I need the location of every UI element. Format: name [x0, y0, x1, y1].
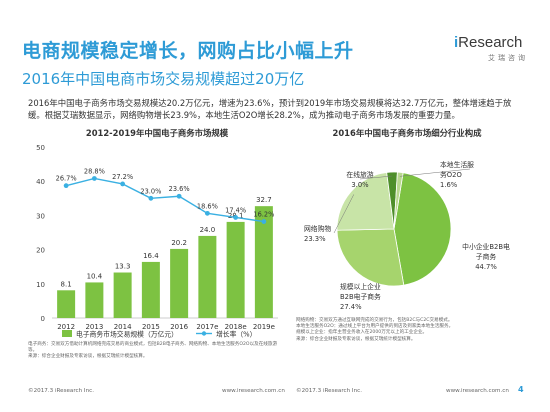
note-line: 规模以上企业：指年主营业务收入在2000万元以上的工业企业。 — [296, 330, 428, 336]
bar-2013 — [85, 282, 104, 318]
pie-value-label: 23.3% — [304, 235, 326, 243]
logo-subtitle: 艾瑞咨询 — [488, 54, 528, 62]
bar-2019e — [254, 206, 273, 318]
growth-rate-label: 23.0% — [140, 187, 161, 195]
y-tick-label: 40 — [36, 178, 45, 186]
logo-wordmark: iResearch — [454, 34, 522, 51]
legend-bar-label: 电子商务市场交易规模（万亿元） — [76, 330, 178, 339]
pie-slice-2 — [336, 172, 395, 231]
pie-slice-label: 本地生活服 — [440, 160, 474, 169]
y-tick-label: 20 — [36, 247, 45, 255]
bar-2018e — [226, 221, 245, 318]
segment-share-chart-panel: 2016年中国电子商务市场细分行业构成 中小企业B2B电 子商务 44.7% 规模以上… — [290, 127, 524, 344]
notes-right: 网络购物：交易双方通过互联网完成的交易行为，包括B2C与C2C交易模式。 本地生… — [296, 318, 522, 343]
source-line: 来源：综合企业财报及专家访谈，根据艾瑞统计模型核算。 — [28, 354, 148, 360]
intro-paragraph: 2016年中国电子商务市场交易规模达20.2万亿元，增速为23.6%，预计到20… — [28, 98, 512, 120]
x-tick-label: 2015 — [142, 323, 160, 331]
bar-value-label: 8.1 — [61, 280, 72, 288]
growth-rate-label: 23.6% — [169, 185, 190, 193]
logo-i: i — [454, 34, 459, 51]
pie-slice-1 — [336, 228, 405, 287]
bar-value-label: 24.0 — [200, 226, 216, 234]
bar-value-label: 16.4 — [143, 252, 159, 260]
legend-line-label: 增长率（%） — [216, 330, 256, 339]
pie-value-label: 44.7% — [475, 263, 497, 271]
pie-chart-title: 2016年中国电子商务市场细分行业构成 — [332, 128, 482, 138]
bar-line-chart: 0 10 20 30 40 50 8.1 2012 10.4 2013 13.3 2014 16.4 20… — [36, 144, 278, 339]
pie-slice-label: 在线旅游 — [346, 170, 373, 179]
bar-value-label: 10.4 — [87, 272, 103, 280]
pie-slice-4 — [393, 171, 404, 230]
pie-slice-label: 网络购物 — [304, 224, 331, 233]
growth-rate-point — [91, 176, 97, 181]
growth-rate-line — [65, 177, 264, 223]
bar-2014 — [113, 272, 132, 318]
legend-bar-swatch — [62, 330, 72, 337]
x-tick-label: 2018e — [225, 323, 247, 331]
growth-rate-point — [120, 181, 126, 187]
growth-rate-label: 28.8% — [84, 167, 105, 175]
pie-slice-label: 中小企业B2B电 — [462, 242, 510, 251]
x-tick-label: 2014 — [114, 323, 132, 331]
x-tick-label: 2013 — [85, 323, 103, 331]
footer-copyright-left: ©2017.3 iResearch Inc. — [28, 388, 94, 394]
note-line: 电子商务：交易双方借助计算机网络完成交易的商业模式，包括B2B电子商务、网络购物… — [28, 342, 278, 354]
bar-2015 — [141, 261, 160, 318]
y-tick-label: 10 — [36, 281, 45, 289]
growth-rate-point — [233, 215, 239, 220]
footer-site-right[interactable]: www.iresearch.com.cn — [446, 388, 509, 394]
x-tick-label: 2019e — [253, 323, 275, 331]
x-tick-label: 2016 — [170, 323, 188, 331]
pie-leader-line — [333, 194, 355, 234]
legend-line-marker — [201, 331, 207, 336]
bar-2017e — [198, 235, 217, 318]
bar-value-label: 20.2 — [171, 239, 187, 247]
pie-value-label: 3.0% — [351, 181, 369, 189]
growth-rate-point — [204, 210, 210, 216]
growth-rate-label: 18.6% — [197, 202, 218, 210]
page-subtitle: 2016年中国电商市场交易规模超过20万亿 — [22, 70, 305, 88]
growth-rate-label: 16.2% — [253, 211, 274, 219]
pie-value-label: 27.4% — [340, 303, 362, 311]
note-line: 网络购物：交易双方通过互联网完成的交易行为，包括B2C与C2C交易模式。 — [296, 318, 453, 323]
x-tick-label: 2017e — [196, 323, 218, 331]
pie-slice-label: 子商务 — [476, 252, 497, 261]
x-tick-label: 2012 — [57, 323, 75, 331]
pie-value-label: 1.6% — [440, 181, 458, 189]
bar-2012 — [57, 290, 76, 318]
notes-left: 电子商务：交易双方借助计算机网络完成交易的商业模式，包括B2B电子商务、网络购物… — [28, 342, 286, 361]
market-scale-chart-panel: 2012-2019年中国电子商务市场规模 0 10 20 30 40 50 8.1 2012 1… — [28, 127, 286, 344]
growth-rate-label: 17.4% — [225, 206, 246, 214]
growth-rate-label: 26.7% — [56, 175, 77, 183]
pie-slice-label: 务O2O — [440, 170, 462, 179]
growth-rate-point — [176, 193, 182, 199]
y-tick-label: 50 — [36, 144, 45, 152]
growth-rate-label: 27.2% — [112, 173, 133, 181]
pie-slice-label: B2B电子商务 — [340, 292, 381, 301]
growth-rate-point — [261, 219, 267, 224]
bar-chart-title: 2012-2019年中国电子商务市场规模 — [85, 128, 229, 138]
page-title: 电商规模稳定增长，网购占比小幅上升 — [22, 40, 354, 62]
iresearch-logo: iResearch 艾瑞咨询 — [454, 34, 534, 68]
pie-leader-line — [359, 175, 393, 180]
page-number: 4 — [518, 385, 524, 394]
logo-research: Research — [458, 34, 523, 51]
pie-slice-label: 规模以上企业 — [340, 282, 381, 291]
growth-rate-point — [63, 183, 69, 189]
bar-value-label: 13.3 — [115, 263, 131, 271]
y-tick-label: 0 — [41, 315, 45, 323]
footer-copyright-right: ©2017.3 iResearch Inc. — [296, 388, 362, 394]
y-tick-label: 30 — [36, 212, 45, 220]
footer-site-left[interactable]: www.iresearch.com.cn — [222, 388, 285, 394]
pie-leader-line — [399, 168, 471, 177]
pie-slice-0 — [393, 172, 452, 286]
source-line: 来源：综合企业财报及专家访谈，根据艾瑞统计模型核算。 — [296, 336, 416, 342]
growth-rate-point — [148, 195, 154, 201]
bar-2016 — [170, 248, 189, 318]
note-line: 本地生活服务O2O：通过线上平台为用户提供的到店及到家类本地生活服务。 — [296, 324, 454, 330]
bar-value-label: 32.7 — [256, 196, 272, 204]
